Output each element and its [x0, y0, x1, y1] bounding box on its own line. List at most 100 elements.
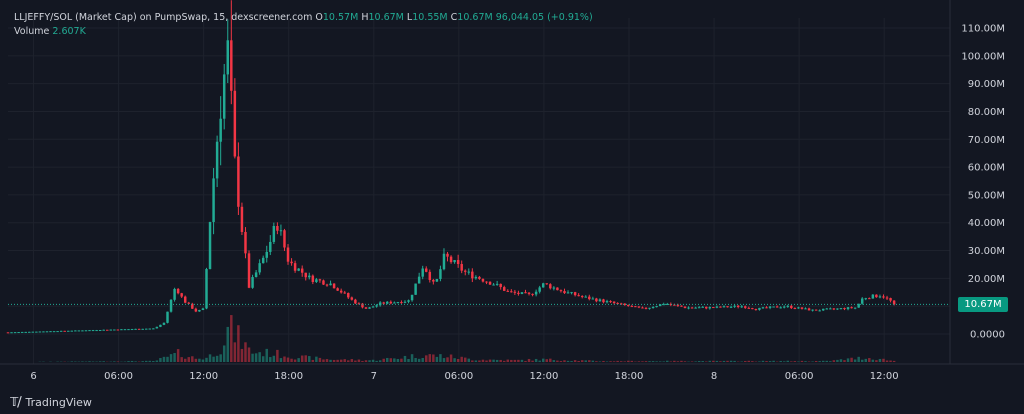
volume-bar [81, 361, 84, 362]
candle-body [744, 306, 747, 308]
candle-body [144, 328, 148, 330]
volume-bar [152, 360, 155, 362]
volume-bar [559, 361, 563, 362]
x-tick-label: 18:00 [274, 371, 303, 382]
volume-bar [329, 359, 332, 362]
volume-bar [566, 360, 570, 362]
candle-body [832, 308, 836, 310]
candle-body [315, 279, 318, 282]
candle-body [297, 268, 300, 271]
candle-body [290, 261, 293, 264]
candle-body [286, 247, 290, 262]
volume-label: Volume [14, 26, 50, 37]
volume-bar [183, 358, 187, 362]
candle-body [751, 308, 754, 310]
open-value: 10.57M [322, 12, 359, 23]
candle-body [237, 156, 240, 207]
candle-body [502, 287, 506, 291]
candle-body [59, 330, 63, 332]
symbol-title[interactable]: LLJEFFY/SOL (Market Cap) on PumpSwap, 15… [14, 12, 313, 23]
candle-body [113, 329, 116, 331]
volume-bar [308, 356, 311, 362]
candle-body [180, 293, 183, 297]
candle-body [276, 225, 279, 231]
volume-bar [882, 358, 885, 362]
candle-body [595, 298, 598, 302]
candle-body [630, 306, 634, 308]
candle-body [244, 231, 247, 254]
volume-bar [885, 360, 889, 362]
volume-bar [800, 360, 804, 362]
candle-body [708, 307, 712, 309]
y-tick-label: 40.00M [968, 218, 1005, 229]
candle-body [13, 332, 17, 334]
candle-body [573, 292, 577, 296]
candle-body [222, 74, 226, 119]
candle-body [432, 279, 435, 282]
volume-bar [726, 360, 729, 362]
tradingview-brand[interactable]: 𝕋⧸ TradingView [10, 395, 92, 410]
volume-bar [322, 359, 325, 362]
candle-body [616, 303, 619, 305]
brand-name: TradingView [25, 396, 92, 409]
candle-body [35, 331, 38, 333]
candle-body [183, 296, 187, 303]
candle-body [506, 290, 510, 292]
volume-bar [467, 358, 471, 362]
volume-bar [701, 361, 704, 362]
candle-body [549, 284, 552, 289]
low-label: L [406, 12, 413, 23]
y-tick-label: 60.00M [968, 163, 1005, 174]
candle-body [347, 293, 350, 298]
candle-body [612, 301, 616, 304]
candle-body [570, 292, 573, 294]
volume-bar [382, 358, 385, 362]
candle-body [148, 328, 152, 330]
x-axis[interactable]: 6 06:00 12:00 18:00 7 06:00 12:00 18:00 8 06:00 12… [0, 363, 1024, 382]
candle-body [619, 303, 623, 305]
candle-body [325, 284, 329, 286]
volume-bar [524, 360, 527, 362]
candle-body [655, 306, 658, 308]
volume-bar [283, 356, 286, 362]
volume-bar [148, 360, 152, 362]
candle-body [747, 307, 751, 309]
volume-bar [70, 361, 74, 362]
volume-bar [495, 359, 499, 362]
candle-body [308, 275, 311, 278]
candle-body [531, 293, 534, 295]
volume-bar [201, 359, 205, 362]
candle-body [198, 310, 201, 312]
candle-body [853, 307, 857, 309]
candle-body [683, 306, 687, 309]
candle-body [42, 331, 45, 333]
volume-bar [400, 358, 403, 362]
candle-body [534, 291, 538, 295]
candle-body [201, 308, 205, 311]
volume-bar [534, 358, 538, 362]
volume-bar [598, 361, 602, 362]
candle-body [45, 331, 49, 333]
volume-bar [786, 360, 790, 362]
candle-body [393, 302, 396, 304]
volume-bar [311, 359, 315, 362]
candle-body [215, 141, 219, 179]
candle-body [875, 294, 878, 298]
volume-bar [860, 359, 864, 362]
volume-bar [237, 325, 240, 362]
candle-body [410, 294, 414, 301]
volume-bar [318, 357, 322, 362]
volume-bar [357, 359, 361, 362]
volume-bar [442, 358, 446, 362]
candle-body [722, 306, 726, 308]
volume-bar [261, 356, 265, 362]
candle-body [350, 297, 354, 300]
candle-body [283, 230, 286, 248]
candle-body [673, 304, 676, 306]
volume-bar [588, 360, 591, 362]
volume-bar [690, 361, 694, 362]
candle-body [669, 304, 673, 306]
volume-bar [517, 359, 520, 362]
volume-bar [612, 361, 616, 362]
